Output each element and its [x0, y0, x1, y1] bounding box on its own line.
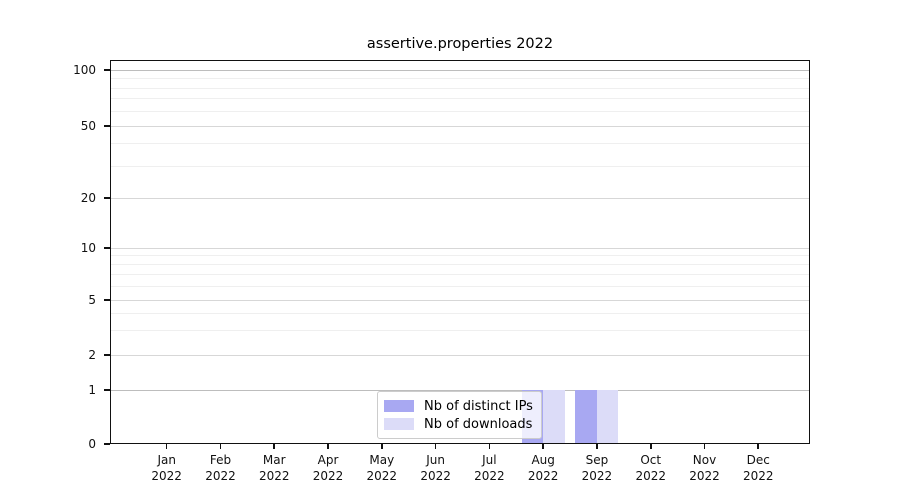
legend-swatch-distinct-ips	[384, 400, 414, 412]
x-tick-label: Dec 2022	[742, 453, 774, 483]
bar-downloads	[543, 390, 565, 444]
y-minor-gridline	[110, 264, 810, 266]
x-tick	[165, 444, 168, 449]
x-tick-label: Feb 2022	[205, 453, 236, 483]
x-tick-label: Jul 2022	[474, 453, 505, 483]
y-tick	[104, 354, 110, 356]
x-tick-label: Oct 2022	[635, 453, 666, 483]
legend-item-distinct-ips: Nb of distinct IPs	[384, 397, 533, 415]
y-minor-gridline	[110, 143, 810, 145]
y-minor-gridline	[110, 165, 810, 167]
x-tick-label: Sep 2022	[581, 453, 613, 483]
y-minor-gridline	[110, 110, 810, 112]
x-tick	[542, 444, 544, 449]
legend: Nb of distinct IPs Nb of downloads	[377, 391, 542, 439]
y-tick-label: 10	[80, 241, 96, 255]
y-tick-label: 100	[73, 63, 96, 77]
y-minor-gridline	[110, 285, 810, 287]
x-tick	[649, 444, 652, 449]
y-minor-gridline	[110, 274, 810, 276]
x-tick-label: Nov 2022	[689, 453, 720, 483]
x-tick	[219, 444, 222, 449]
y-tick-label: 50	[80, 119, 96, 133]
y-tick	[104, 69, 110, 71]
bar-distinct-ips	[575, 390, 597, 444]
y-gridline	[110, 389, 810, 391]
x-tick-label: Jun 2022	[420, 453, 451, 483]
x-tick-label: Mar 2022	[258, 453, 290, 483]
bar-downloads	[596, 390, 619, 444]
y-minor-gridline	[110, 255, 810, 257]
y-gridline	[110, 299, 810, 301]
y-minor-gridline	[110, 78, 810, 79]
y-gridline	[110, 354, 810, 356]
y-minor-gridline	[110, 330, 810, 332]
legend-swatch-downloads	[384, 418, 414, 430]
y-tick-label: 2	[88, 348, 96, 362]
y-tick	[104, 247, 110, 249]
x-tick	[273, 444, 276, 449]
x-tick	[703, 444, 706, 449]
chart-title: assertive.properties 2022	[366, 36, 554, 52]
x-tick	[434, 444, 437, 449]
y-gridline	[110, 69, 810, 71]
x-tick-label: May 2022	[366, 453, 398, 483]
x-tick	[757, 444, 760, 449]
legend-item-downloads: Nb of downloads	[384, 415, 533, 433]
legend-label-distinct-ips: Nb of distinct IPs	[424, 398, 533, 414]
x-tick-label: Apr 2022	[312, 453, 344, 483]
x-tick	[327, 444, 329, 449]
y-tick-label: 1	[88, 383, 96, 397]
y-minor-gridline	[110, 98, 810, 100]
y-gridline	[110, 197, 810, 199]
x-tick	[488, 444, 491, 449]
plot-area: Nb of distinct IPs Nb of downloads 0 1 2 5 1…	[73, 60, 810, 483]
y-tick	[104, 125, 110, 127]
y-gridline	[110, 125, 810, 127]
y-tick-label: 0	[88, 437, 96, 451]
x-tick	[596, 444, 598, 449]
legend-label-downloads: Nb of downloads	[424, 416, 533, 432]
y-minor-gridline	[110, 87, 810, 89]
x-tick	[381, 444, 383, 449]
y-tick-label: 5	[88, 293, 96, 307]
x-tick-label: Jan 2022	[151, 453, 182, 483]
y-tick	[104, 389, 110, 391]
y-minor-gridline	[110, 312, 810, 314]
y-tick	[104, 443, 110, 445]
x-tick-label: Aug 2022	[527, 453, 559, 483]
y-tick-label: 20	[80, 191, 96, 205]
y-tick	[104, 299, 110, 301]
y-tick	[104, 197, 110, 199]
y-gridline	[110, 247, 810, 249]
axes-spines	[110, 60, 810, 444]
